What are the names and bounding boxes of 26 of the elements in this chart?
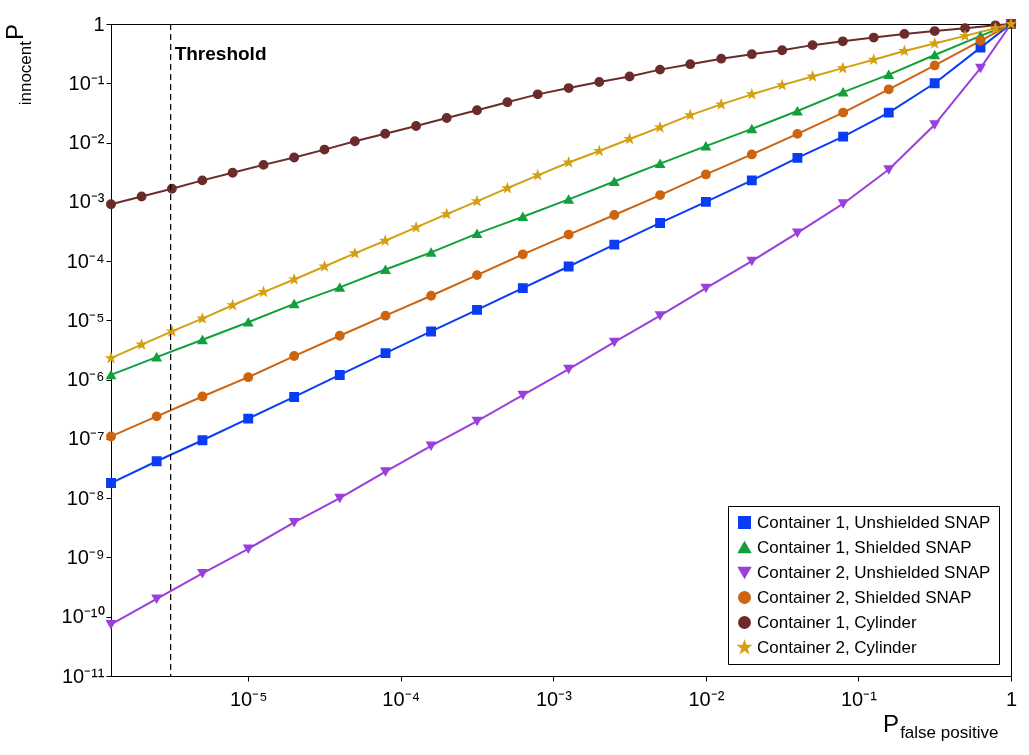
x-tick-label: 10⁻⁴ [382,687,421,710]
y-tick-label: 10⁻⁷ [68,427,105,450]
x-tick-label: 10⁻⁵ [229,687,268,710]
y-tick-label: 10⁻³ [68,190,105,213]
y-tick-label: 10⁻⁶ [67,368,105,391]
legend-label: Container 2, Shielded SNAP [757,587,972,607]
x-tick-label: 10⁻² [688,687,725,710]
y-tick-label: 10⁻⁹ [66,545,105,568]
y-tick-label: 10⁻¹ [68,71,105,94]
y-tick-label: 10⁻¹¹ [61,664,105,687]
legend-label: Container 1, Shielded SNAP [757,537,972,557]
ref-line-label: Threshold [174,43,267,64]
legend-label: Container 1, Unshielded SNAP [757,512,991,532]
y-tick-label: 10⁻⁸ [66,486,105,509]
legend-label: Container 1, Cylinder [757,612,918,632]
y-tick-label: 10⁻² [68,131,105,154]
x-tick-label: 10⁻¹ [840,687,878,710]
y-tick-label: 10⁻⁵ [66,308,105,331]
y-tick-label: 1 [93,12,105,35]
x-tick-label: 1 [1005,687,1018,710]
legend-label: Container 2, Cylinder [757,637,918,657]
y-tick-label: 10⁻¹⁰ [61,605,105,628]
x-tick-label: 10⁻³ [535,687,573,710]
y-axis-title: Pinnocent [1,24,35,106]
y-tick-label: 10⁻⁴ [66,249,105,272]
legend-label: Container 2, Unshielded SNAP [757,562,991,582]
